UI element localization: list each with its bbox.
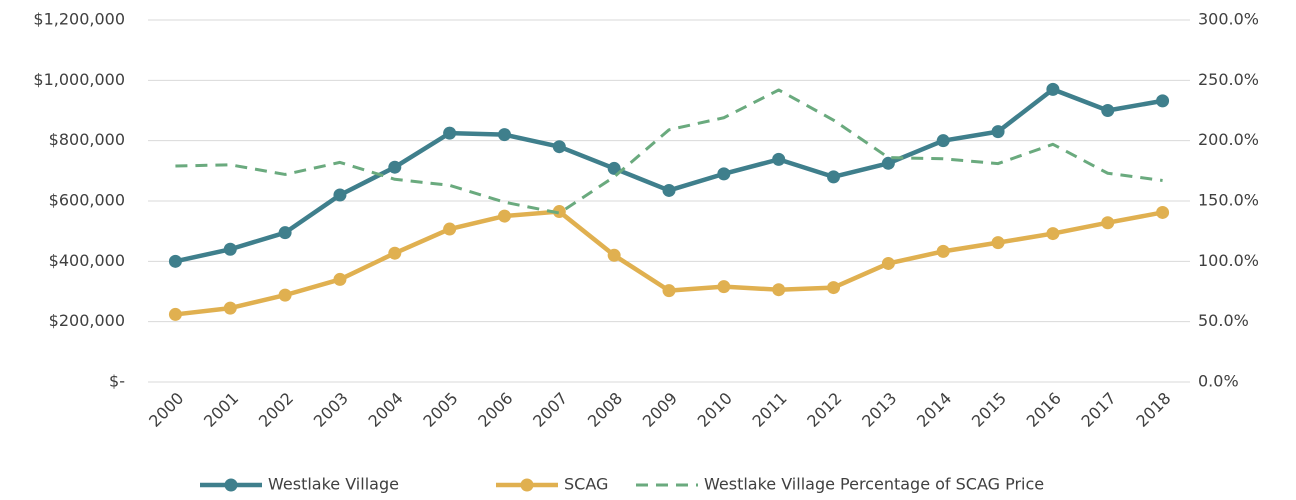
x-tick-label: 2018 (1132, 389, 1174, 431)
data-point (443, 126, 457, 140)
legend-marker (520, 478, 534, 492)
data-point (607, 248, 621, 262)
data-point (827, 281, 841, 295)
y-tick-label: $1,000,000 (33, 70, 125, 89)
legend-label: SCAG (564, 475, 608, 494)
data-point (936, 244, 950, 258)
y2-tick-label: 50.0% (1198, 311, 1249, 330)
data-point (497, 128, 511, 142)
x-tick-label: 2012 (803, 389, 845, 431)
data-point (1156, 205, 1170, 219)
data-point (278, 288, 292, 302)
data-point (333, 272, 347, 286)
data-point (881, 256, 895, 270)
data-point (168, 254, 182, 268)
x-tick-label: 2010 (694, 389, 736, 431)
x-tick-label: 2009 (639, 389, 681, 431)
data-point (936, 134, 950, 148)
y-tick-label: $600,000 (49, 191, 125, 210)
data-point (497, 209, 511, 223)
y2-tick-label: 100.0% (1198, 251, 1259, 270)
x-tick-label: 2005 (419, 389, 461, 431)
y-tick-label: $400,000 (49, 251, 125, 270)
data-point (443, 222, 457, 236)
data-point (991, 125, 1005, 139)
data-point (1156, 94, 1170, 108)
data-point (772, 152, 786, 166)
data-point (388, 246, 402, 260)
x-tick-label: 2016 (1023, 389, 1065, 431)
x-tick-label: 2000 (145, 389, 187, 431)
data-point (333, 188, 347, 202)
data-point (1101, 104, 1115, 117)
y2-tick-label: 150.0% (1198, 191, 1259, 210)
y-tick-label: $- (109, 372, 125, 391)
data-point (772, 283, 786, 297)
x-tick-label: 2011 (748, 389, 790, 431)
data-point (991, 236, 1005, 250)
x-tick-label: 2001 (200, 389, 242, 431)
legend-marker (224, 478, 238, 492)
data-point (1101, 216, 1115, 230)
x-tick-label: 2013 (858, 389, 900, 431)
x-tick-label: 2017 (1078, 389, 1120, 431)
data-point (1046, 227, 1060, 241)
data-point (168, 307, 182, 321)
y2-tick-label: 200.0% (1198, 130, 1259, 149)
x-tick-label: 2007 (529, 389, 571, 431)
x-tick-label: 2004 (365, 389, 407, 431)
y2-tick-label: 0.0% (1198, 372, 1239, 391)
legend-label: Westlake Village (268, 475, 399, 494)
data-point (717, 167, 731, 181)
y2-tick-label: 300.0% (1198, 10, 1259, 29)
data-point (827, 170, 841, 184)
series-line (175, 88, 1163, 215)
y-tick-label: $800,000 (49, 130, 125, 149)
data-point (223, 301, 237, 315)
data-point (717, 280, 731, 294)
data-point (223, 242, 237, 256)
data-point (662, 284, 676, 298)
x-tick-label: 2014 (913, 389, 955, 431)
y-tick-label: $200,000 (49, 311, 125, 330)
data-point (662, 183, 676, 197)
data-point (552, 140, 566, 154)
series-line (175, 209, 1163, 317)
data-point (607, 161, 621, 175)
x-tick-label: 2002 (255, 389, 297, 431)
x-tick-label: 2006 (474, 389, 516, 431)
data-point (881, 156, 895, 170)
legend-label: Westlake Village Percentage of SCAG Pric… (704, 475, 1044, 494)
data-point (552, 205, 566, 219)
data-point (388, 160, 402, 174)
data-point (278, 226, 292, 240)
x-tick-label: 2008 (584, 389, 626, 431)
y-tick-label: $1,200,000 (33, 10, 125, 29)
data-point (1046, 82, 1060, 96)
y2-tick-label: 250.0% (1198, 70, 1259, 89)
series-line (174, 87, 1163, 264)
x-tick-label: 2015 (968, 389, 1010, 431)
x-tick-label: 2003 (310, 389, 352, 431)
